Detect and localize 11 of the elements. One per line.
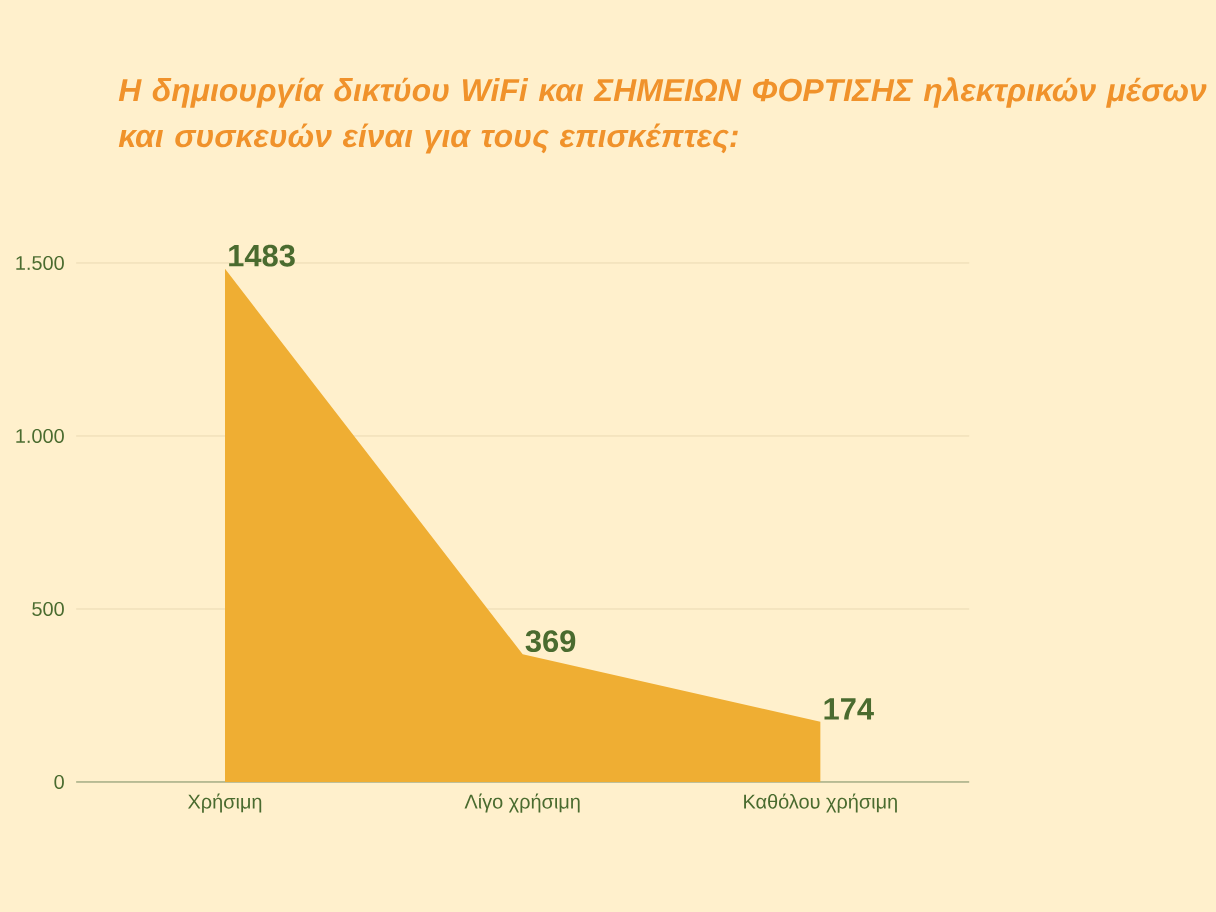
x-tick-label: Λίγο χρήσιμη xyxy=(464,793,580,813)
data-label: 174 xyxy=(824,698,874,720)
data-label: 1483 xyxy=(229,244,295,267)
y-tick-label: 1.000 xyxy=(16,428,64,444)
chart-title: Η δημιουργία δικτύου WiFi και ΣΗΜΕΙΩΝ ΦΟΡΤΙΣΗΣ ηλεκτρικών μέσων και συσκευών είναι για τους επισκέπτες: xyxy=(118,77,1207,154)
y-tick-label: 500 xyxy=(32,601,64,617)
y-tick-label: 1.500 xyxy=(16,255,64,271)
data-label: 369 xyxy=(525,630,576,653)
y-tick-label: 0 xyxy=(54,774,64,790)
x-tick-label: Καθόλου χρήσιμη xyxy=(744,793,897,813)
x-tick-label: Χρήσιμη xyxy=(187,793,262,813)
